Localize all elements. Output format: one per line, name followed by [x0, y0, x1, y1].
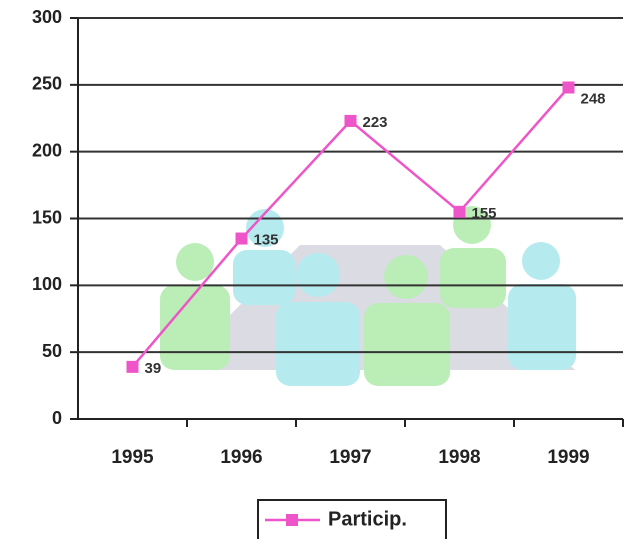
- marker: [453, 205, 466, 218]
- marker: [235, 232, 248, 245]
- y-tick-label: 300: [32, 7, 62, 27]
- data-label: 135: [254, 232, 279, 249]
- data-label: 248: [581, 90, 606, 107]
- marker: [562, 81, 575, 94]
- x-tick-label: 1997: [329, 447, 371, 468]
- legend-label: Particip.: [328, 508, 407, 530]
- x-tick-label: 1996: [220, 447, 262, 468]
- x-tick-label: 1995: [111, 447, 154, 468]
- y-tick-label: 50: [42, 341, 62, 361]
- data-label: 223: [363, 114, 388, 131]
- background-clipart: [160, 206, 576, 386]
- marker: [344, 114, 357, 127]
- legend-marker: [286, 514, 298, 526]
- y-tick-label: 150: [32, 207, 62, 227]
- y-tick-label: 0: [52, 408, 62, 428]
- y-tick-label: 100: [32, 274, 62, 294]
- x-tick-label: 1998: [438, 447, 480, 468]
- marker: [126, 360, 139, 373]
- y-tick-label: 250: [32, 74, 62, 94]
- data-label: 39: [145, 360, 162, 377]
- data-label: 155: [472, 205, 497, 222]
- y-tick-label: 200: [32, 140, 62, 160]
- x-tick-label: 1999: [547, 447, 589, 468]
